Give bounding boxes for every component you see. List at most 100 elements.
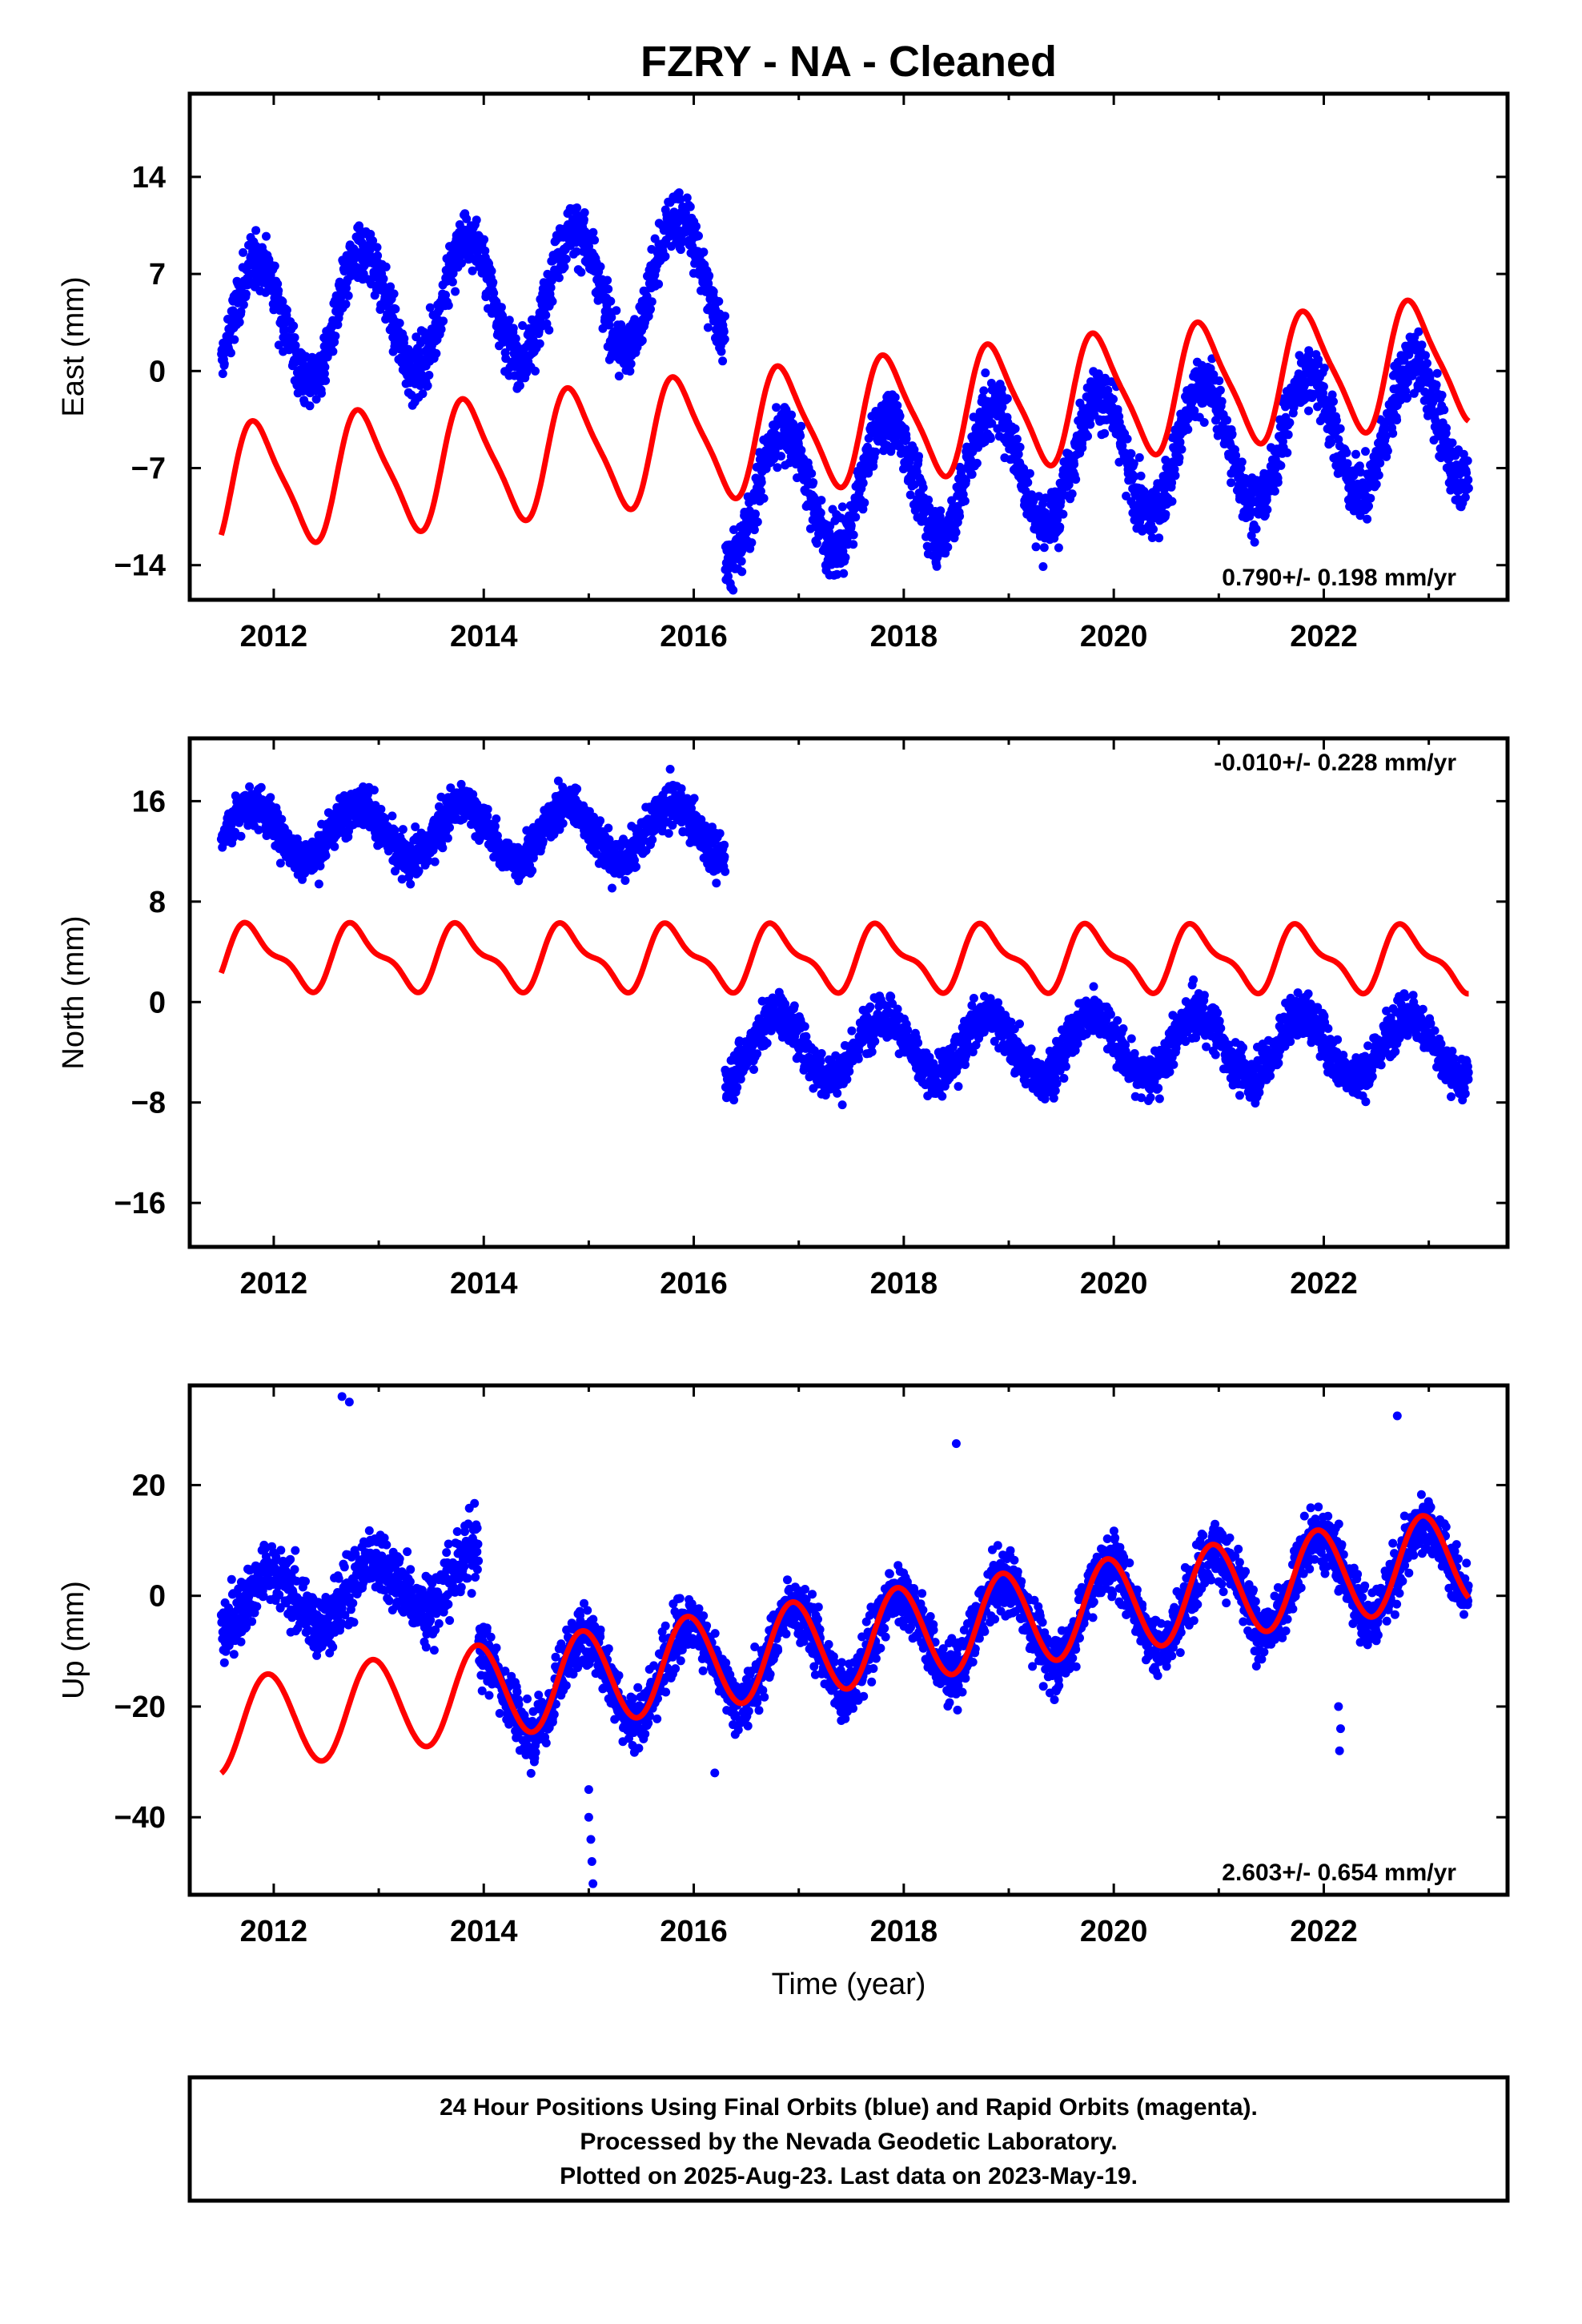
observation-point — [1067, 489, 1077, 499]
observation-point — [448, 277, 457, 287]
observation-point — [737, 557, 746, 566]
observation-point — [1404, 350, 1414, 360]
observation-point — [1459, 449, 1468, 459]
observation-point — [905, 490, 915, 500]
observation-point — [851, 513, 861, 522]
y-tick-label: −14 — [114, 549, 166, 583]
observation-point — [1015, 442, 1025, 452]
observation-point — [981, 368, 990, 378]
observation-point — [972, 458, 982, 468]
observation-point — [432, 348, 441, 358]
observation-point — [1183, 424, 1193, 434]
observation-point — [648, 835, 657, 845]
observation-point — [490, 822, 500, 831]
observation-point — [1371, 480, 1381, 489]
observation-point — [664, 829, 673, 838]
observation-point — [955, 512, 965, 521]
observation-point — [674, 188, 684, 198]
observation-point — [560, 263, 569, 271]
observation-point — [320, 362, 330, 372]
x-tick-label: 2018 — [870, 620, 938, 653]
observation-point — [998, 402, 1007, 412]
observation-point — [849, 540, 858, 549]
observation-point — [425, 303, 435, 312]
observation-point — [962, 476, 970, 485]
observation-point — [441, 290, 450, 300]
observation-point — [772, 403, 781, 412]
observation-point — [890, 392, 900, 402]
observation-point — [1100, 428, 1110, 438]
observation-point — [282, 305, 291, 315]
observation-point — [330, 842, 339, 851]
observation-point — [1439, 405, 1449, 415]
observation-point — [1425, 371, 1435, 380]
observation-point — [546, 283, 556, 292]
observation-point — [451, 287, 460, 296]
observation-point — [342, 283, 351, 293]
observation-point — [1270, 486, 1279, 496]
observation-point — [1019, 464, 1029, 473]
observation-point — [406, 879, 416, 889]
observation-point — [1375, 458, 1385, 468]
east-y-axis-label: East (mm) — [57, 276, 90, 416]
observation-point — [590, 235, 600, 245]
observation-point — [424, 371, 434, 380]
observation-point — [909, 480, 919, 489]
observation-point — [1421, 351, 1430, 360]
observation-point — [333, 320, 343, 329]
observation-point — [1355, 468, 1365, 477]
observation-point — [219, 359, 229, 368]
observation-point — [492, 814, 501, 823]
observation-point — [518, 321, 528, 330]
observation-point — [979, 386, 989, 396]
observation-point — [1154, 533, 1164, 543]
observation-point — [1342, 448, 1351, 457]
observation-point — [987, 419, 997, 428]
observation-point — [266, 793, 275, 802]
observation-point — [967, 469, 977, 479]
observation-point — [443, 834, 452, 843]
observation-point — [1366, 493, 1375, 503]
observation-point — [681, 208, 690, 218]
observation-point — [504, 316, 514, 325]
observation-point — [531, 366, 540, 376]
observation-point — [604, 284, 613, 294]
observation-point — [871, 447, 881, 456]
observation-point — [273, 279, 283, 288]
observation-point — [705, 271, 714, 280]
observation-point — [596, 262, 605, 271]
observation-point — [1039, 543, 1049, 553]
observation-point — [1223, 416, 1231, 425]
observation-point — [480, 246, 490, 255]
observation-point — [387, 811, 397, 821]
observation-point — [1215, 376, 1224, 385]
observation-point — [400, 334, 409, 344]
observation-point — [604, 320, 614, 330]
observation-point — [797, 445, 806, 455]
observation-point — [1109, 394, 1118, 404]
observation-point — [1130, 472, 1139, 481]
observation-point — [367, 279, 376, 289]
observation-point — [729, 585, 738, 595]
observation-point — [606, 296, 616, 306]
observation-point — [496, 303, 506, 312]
observation-point — [849, 530, 858, 540]
observation-point — [936, 506, 946, 516]
observation-point — [839, 569, 849, 578]
observation-point — [943, 542, 953, 552]
observation-point — [572, 784, 582, 794]
observation-point — [1078, 443, 1087, 452]
observation-point — [1392, 416, 1402, 424]
observation-point — [1122, 434, 1132, 444]
observation-point — [251, 226, 261, 235]
observation-point — [1414, 327, 1423, 336]
observation-point — [535, 339, 544, 348]
observation-point — [654, 279, 664, 289]
observation-point — [1319, 364, 1329, 373]
observation-point — [1305, 349, 1315, 359]
observation-point — [797, 421, 806, 431]
observation-point — [1174, 453, 1184, 463]
observation-point — [1349, 471, 1359, 480]
east-model-line — [218, 297, 1471, 545]
observation-point — [751, 509, 760, 519]
